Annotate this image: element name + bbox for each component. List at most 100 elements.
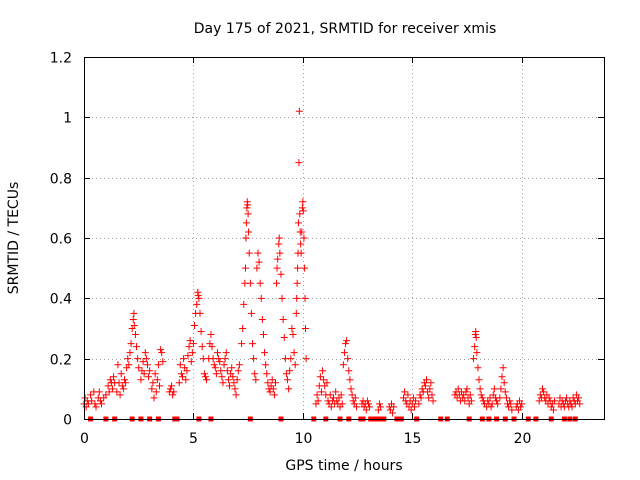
- y-tick-label: 0: [63, 413, 72, 429]
- data-point: [471, 343, 479, 351]
- data-point: [271, 379, 279, 387]
- data-point: [113, 388, 121, 396]
- data-point: [242, 234, 250, 242]
- data-point: [117, 370, 125, 378]
- data-point: [238, 340, 246, 348]
- data-point: [185, 343, 193, 351]
- data-point: [284, 376, 292, 384]
- data-point: [282, 370, 290, 378]
- data-point: [279, 315, 287, 323]
- data-point: [233, 376, 241, 384]
- data-point: [130, 321, 138, 329]
- data-point: [294, 219, 302, 227]
- data-point: [463, 385, 471, 393]
- data-point: [129, 315, 137, 323]
- data-point: [275, 240, 283, 248]
- data-point: [188, 349, 196, 357]
- data-point: [98, 400, 106, 408]
- data-point: [168, 382, 176, 390]
- data-point: [496, 394, 504, 402]
- data-point: [316, 373, 324, 381]
- data-point: [462, 388, 470, 396]
- data-point: [575, 394, 583, 402]
- data-point: [96, 397, 104, 405]
- data-point: [146, 367, 154, 375]
- data-point: [285, 385, 293, 393]
- data-point: [245, 228, 253, 236]
- data-point: [314, 397, 322, 405]
- data-point: [186, 337, 194, 345]
- data-point: [263, 370, 271, 378]
- data-point: [473, 349, 481, 357]
- data-point: [176, 361, 184, 369]
- data-point: [124, 355, 132, 363]
- data-point: [257, 294, 265, 302]
- data-point: [294, 264, 302, 272]
- data-point: [218, 373, 226, 381]
- data-point: [170, 388, 178, 396]
- data-point: [153, 376, 161, 384]
- y-tick-label: 0.4: [50, 292, 72, 308]
- data-point: [502, 394, 510, 402]
- data-point: [508, 406, 516, 414]
- data-point: [352, 403, 360, 411]
- data-point: [540, 388, 548, 396]
- data-point: [133, 343, 141, 351]
- data-point: [115, 379, 123, 387]
- data-point: [150, 394, 158, 402]
- data-point: [536, 391, 544, 399]
- data-point: [490, 385, 498, 393]
- data-point: [366, 403, 374, 411]
- data-point: [104, 382, 112, 390]
- data-point: [224, 376, 232, 384]
- data-point: [244, 210, 252, 218]
- data-point: [242, 219, 250, 227]
- data-point: [149, 379, 157, 387]
- data-point: [157, 346, 165, 354]
- data-point: [211, 364, 219, 372]
- data-point: [362, 406, 370, 414]
- data-point: [239, 325, 247, 332]
- data-point: [184, 352, 192, 360]
- data-point: [499, 364, 507, 372]
- data-point: [290, 349, 298, 357]
- data-point: [273, 279, 281, 287]
- data-point: [221, 355, 229, 363]
- data-point: [412, 397, 420, 405]
- data-point: [145, 373, 153, 381]
- data-point: [472, 328, 480, 336]
- data-point: [243, 204, 251, 212]
- data-point: [295, 107, 303, 115]
- data-point: [478, 394, 486, 402]
- data-point: [254, 249, 262, 257]
- data-point: [346, 376, 354, 384]
- data-point: [365, 400, 373, 408]
- data-point: [207, 331, 215, 339]
- data-point: [258, 315, 266, 323]
- data-point: [177, 370, 185, 378]
- data-point: [418, 385, 426, 393]
- data-point: [183, 367, 191, 375]
- data-point: [549, 406, 557, 414]
- data-point: [142, 355, 150, 363]
- data-point: [472, 334, 480, 342]
- data-point: [245, 249, 253, 257]
- data-point: [299, 207, 307, 215]
- data-point: [426, 385, 434, 393]
- y-tick-label: 0.6: [50, 232, 72, 248]
- data-point: [116, 391, 124, 399]
- data-point: [242, 264, 250, 272]
- data-point: [228, 364, 236, 372]
- data-point: [234, 367, 242, 375]
- data-point: [102, 391, 110, 399]
- data-point: [215, 355, 223, 363]
- data-point: [223, 367, 231, 375]
- data-point: [301, 325, 309, 332]
- data-point: [425, 394, 433, 402]
- data-point: [240, 300, 248, 308]
- data-point: [299, 198, 307, 206]
- x-tick-label: 0: [80, 431, 89, 447]
- data-point: [140, 370, 148, 378]
- data-point: [134, 355, 142, 363]
- data-point: [287, 355, 295, 363]
